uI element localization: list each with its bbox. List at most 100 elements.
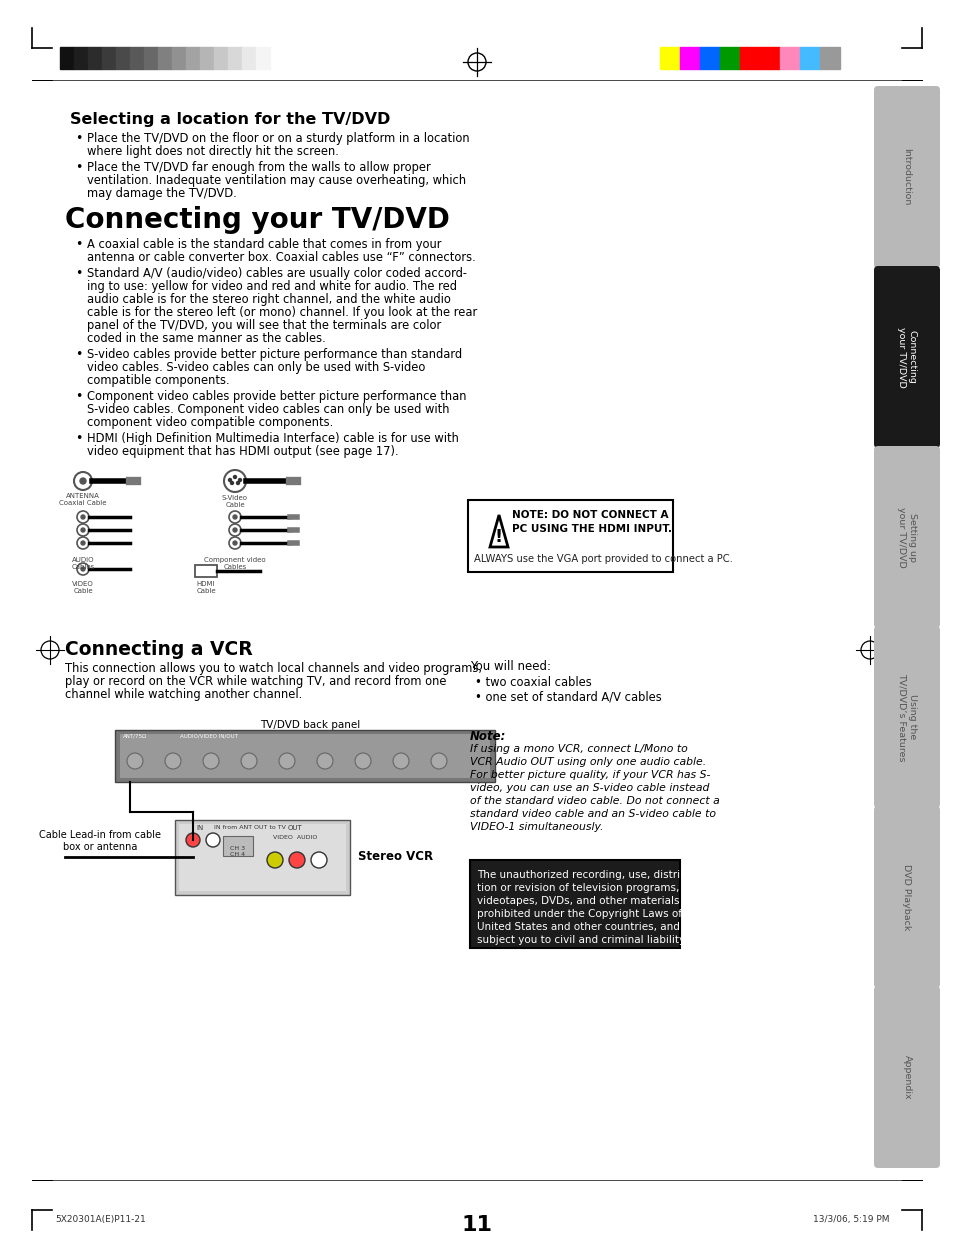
Bar xyxy=(174,820,350,895)
Circle shape xyxy=(81,567,85,572)
Text: OUT: OUT xyxy=(287,825,302,831)
Bar xyxy=(74,47,88,69)
Text: compatible components.: compatible components. xyxy=(87,374,230,387)
Text: 13/3/06, 5:19 PM: 13/3/06, 5:19 PM xyxy=(813,1215,889,1224)
Bar xyxy=(780,47,800,69)
Text: TV/DVD back panel: TV/DVD back panel xyxy=(259,720,359,730)
Text: IN from ANT: IN from ANT xyxy=(213,825,252,830)
Text: Connecting
your TV/DVD: Connecting your TV/DVD xyxy=(897,326,916,388)
Text: HDMI
Cable: HDMI Cable xyxy=(196,580,215,594)
Circle shape xyxy=(233,515,236,519)
Text: A coaxial cable is the standard cable that comes in from your: A coaxial cable is the standard cable th… xyxy=(87,238,441,251)
FancyBboxPatch shape xyxy=(873,986,939,1168)
Text: NOTE: DO NOT CONNECT A: NOTE: DO NOT CONNECT A xyxy=(512,510,668,520)
Text: S-Video
Cable: S-Video Cable xyxy=(222,495,248,507)
Text: AUDIO/VIDEO IN/OUT: AUDIO/VIDEO IN/OUT xyxy=(180,733,237,738)
Text: Appendix: Appendix xyxy=(902,1055,910,1099)
Circle shape xyxy=(233,528,236,533)
Text: antenna or cable converter box. Coaxial cables use “F” connectors.: antenna or cable converter box. Coaxial … xyxy=(87,251,476,264)
Circle shape xyxy=(241,753,256,769)
Circle shape xyxy=(81,541,85,545)
Text: S-video cables. Component video cables can only be used with: S-video cables. Component video cables c… xyxy=(87,403,449,415)
Text: coded in the same manner as the cables.: coded in the same manner as the cables. xyxy=(87,332,325,345)
Text: • one set of standard A/V cables: • one set of standard A/V cables xyxy=(475,690,661,703)
Bar xyxy=(130,47,144,69)
FancyBboxPatch shape xyxy=(873,446,939,628)
Bar xyxy=(242,47,255,69)
Text: VCR Audio OUT using only one audio cable.: VCR Audio OUT using only one audio cable… xyxy=(470,757,705,767)
Text: VIDEO
Cable: VIDEO Cable xyxy=(72,580,93,594)
Text: Connecting your TV/DVD: Connecting your TV/DVD xyxy=(65,206,450,234)
Text: •: • xyxy=(75,161,82,174)
Bar xyxy=(179,823,346,891)
Text: Selecting a location for the TV/DVD: Selecting a location for the TV/DVD xyxy=(70,112,390,127)
Bar xyxy=(720,47,740,69)
Text: ALWAYS use the VGA port provided to connect a PC.: ALWAYS use the VGA port provided to conn… xyxy=(474,554,732,564)
Circle shape xyxy=(431,753,447,769)
Bar xyxy=(60,47,74,69)
Circle shape xyxy=(355,753,371,769)
Bar xyxy=(172,47,186,69)
Bar xyxy=(679,47,700,69)
Text: Using the
TV/DVD’s Features: Using the TV/DVD’s Features xyxy=(897,672,916,762)
Text: Component video cables provide better picture performance than: Component video cables provide better pi… xyxy=(87,390,466,403)
Bar xyxy=(468,500,672,572)
Text: •: • xyxy=(75,132,82,145)
Text: VIDEO  AUDIO: VIDEO AUDIO xyxy=(273,835,316,840)
Bar xyxy=(213,47,228,69)
Bar xyxy=(470,860,679,948)
Text: S-video cables provide better picture performance than standard: S-video cables provide better picture pe… xyxy=(87,347,461,361)
Text: IN: IN xyxy=(196,825,203,831)
Text: ing to use: yellow for video and red and white for audio. The red: ing to use: yellow for video and red and… xyxy=(87,279,456,293)
Text: Note:: Note: xyxy=(470,730,506,743)
Text: standard video cable and an S-video cable to: standard video cable and an S-video cabl… xyxy=(470,810,716,820)
Bar xyxy=(223,836,253,856)
Bar xyxy=(102,47,116,69)
Text: •: • xyxy=(75,238,82,251)
Circle shape xyxy=(393,753,409,769)
FancyBboxPatch shape xyxy=(873,86,939,268)
Text: channel while watching another channel.: channel while watching another channel. xyxy=(65,687,302,701)
Text: Place the TV/DVD on the floor or on a sturdy platform in a location: Place the TV/DVD on the floor or on a st… xyxy=(87,132,469,145)
Circle shape xyxy=(236,481,239,485)
Text: video, you can use an S-video cable instead: video, you can use an S-video cable inst… xyxy=(470,783,709,793)
Text: Component video
Cables: Component video Cables xyxy=(204,556,266,570)
Circle shape xyxy=(127,753,143,769)
Text: •: • xyxy=(75,347,82,361)
Text: panel of the TV/DVD, you will see that the terminals are color: panel of the TV/DVD, you will see that t… xyxy=(87,319,441,332)
FancyBboxPatch shape xyxy=(873,626,939,808)
Bar xyxy=(700,47,720,69)
Text: You will need:: You will need: xyxy=(470,660,551,674)
Text: ANT/75Ω: ANT/75Ω xyxy=(123,733,147,738)
Text: video cables. S-video cables can only be used with S-video: video cables. S-video cables can only be… xyxy=(87,361,425,374)
Bar xyxy=(800,47,820,69)
Bar xyxy=(200,47,213,69)
Text: PC USING THE HDMI INPUT.: PC USING THE HDMI INPUT. xyxy=(512,524,671,534)
Circle shape xyxy=(267,852,283,867)
Circle shape xyxy=(316,753,333,769)
Text: may damage the TV/DVD.: may damage the TV/DVD. xyxy=(87,188,236,200)
Text: Stereo VCR: Stereo VCR xyxy=(357,851,433,864)
Text: 11: 11 xyxy=(461,1215,492,1235)
Bar xyxy=(228,47,242,69)
Text: play or record on the VCR while watching TV, and record from one: play or record on the VCR while watching… xyxy=(65,675,446,687)
Bar xyxy=(120,734,490,778)
Text: tion or revision of television programs,: tion or revision of television programs, xyxy=(476,883,679,893)
Circle shape xyxy=(231,481,233,485)
Circle shape xyxy=(233,541,236,545)
Circle shape xyxy=(165,753,181,769)
Circle shape xyxy=(289,852,305,867)
FancyBboxPatch shape xyxy=(873,806,939,988)
Circle shape xyxy=(229,478,232,481)
Text: Connecting a VCR: Connecting a VCR xyxy=(65,640,253,658)
Circle shape xyxy=(186,833,200,847)
Text: HDMI (High Definition Multimedia Interface) cable is for use with: HDMI (High Definition Multimedia Interfa… xyxy=(87,432,458,444)
Bar xyxy=(740,47,760,69)
Text: The unauthorized recording, use, distribu-: The unauthorized recording, use, distrib… xyxy=(476,870,697,880)
Bar xyxy=(255,47,270,69)
Text: United States and other countries, and may: United States and other countries, and m… xyxy=(476,922,705,932)
Text: videotapes, DVDs, and other materials is: videotapes, DVDs, and other materials is xyxy=(476,896,691,906)
Text: OUT to TV: OUT to TV xyxy=(253,825,286,830)
Bar xyxy=(186,47,200,69)
Text: !: ! xyxy=(495,528,502,546)
